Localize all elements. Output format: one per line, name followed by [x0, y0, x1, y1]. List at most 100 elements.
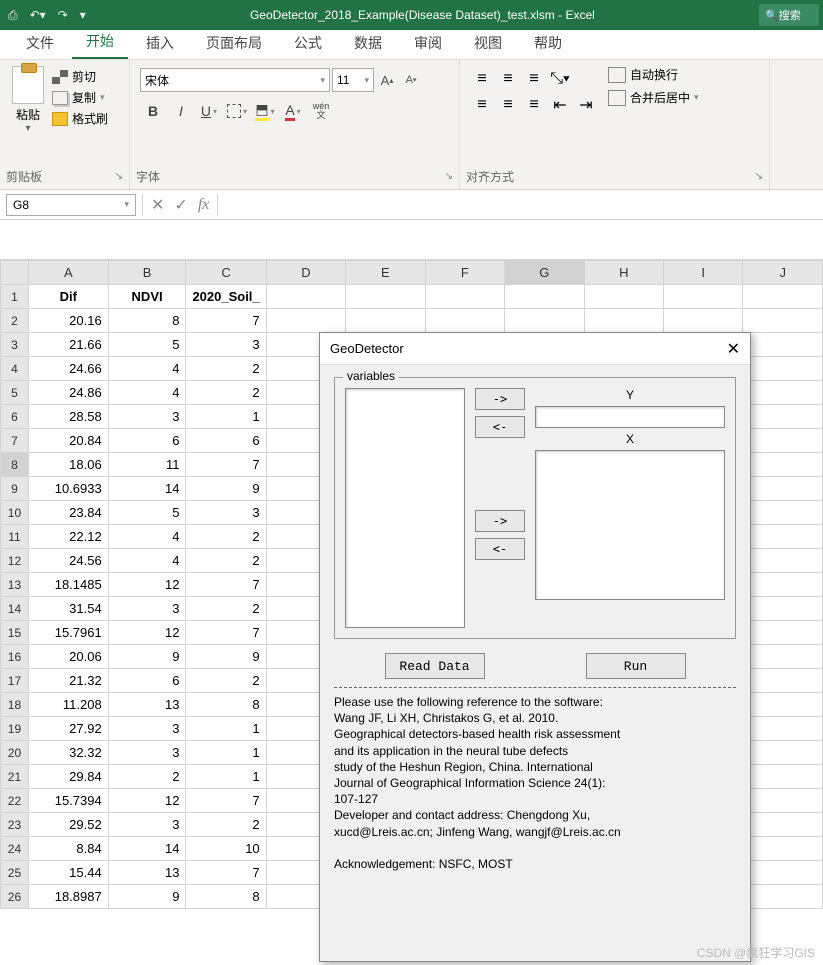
cell[interactable] — [743, 669, 823, 693]
read-data-button[interactable]: Read Data — [385, 653, 485, 679]
cancel-formula-icon[interactable]: ✕ — [151, 195, 164, 215]
cell[interactable] — [743, 837, 823, 861]
cell[interactable] — [505, 285, 584, 309]
row-header[interactable]: 23 — [1, 813, 29, 837]
cell[interactable] — [425, 309, 504, 333]
paste-dropdown-icon[interactable]: ▾ — [6, 123, 50, 134]
column-header[interactable]: E — [346, 261, 425, 285]
cell[interactable]: 5 — [108, 333, 186, 357]
cell[interactable]: 3 — [108, 717, 186, 741]
cell[interactable] — [743, 381, 823, 405]
cell[interactable]: 9 — [186, 477, 266, 501]
cell[interactable] — [743, 453, 823, 477]
cell[interactable]: 7 — [186, 789, 266, 813]
cell[interactable]: 3 — [108, 405, 186, 429]
cell[interactable]: 12 — [108, 573, 186, 597]
cell[interactable]: 31.54 — [28, 597, 108, 621]
select-all-corner[interactable] — [1, 261, 29, 285]
variables-listbox[interactable] — [345, 388, 465, 628]
row-header[interactable]: 13 — [1, 573, 29, 597]
cell[interactable]: 10.6933 — [28, 477, 108, 501]
cell[interactable] — [743, 501, 823, 525]
cell[interactable] — [425, 285, 504, 309]
align-center-button[interactable]: ≡ — [496, 94, 520, 116]
cell[interactable]: 20.84 — [28, 429, 108, 453]
row-header[interactable]: 16 — [1, 645, 29, 669]
row-header[interactable]: 1 — [1, 285, 29, 309]
cell[interactable]: 2 — [186, 669, 266, 693]
row-header[interactable]: 9 — [1, 477, 29, 501]
row-header[interactable]: 18 — [1, 693, 29, 717]
cell[interactable]: 10 — [186, 837, 266, 861]
redo-icon[interactable]: ↷ — [58, 8, 68, 22]
column-header[interactable]: J — [743, 261, 823, 285]
enter-formula-icon[interactable]: ✓ — [174, 195, 187, 215]
cell[interactable] — [664, 285, 743, 309]
align-dialog-launcher-icon[interactable]: ↘ — [755, 171, 763, 182]
cut-button[interactable]: 剪切 — [52, 68, 108, 85]
cell[interactable]: 24.56 — [28, 549, 108, 573]
cell[interactable]: 15.7394 — [28, 789, 108, 813]
row-header[interactable]: 14 — [1, 597, 29, 621]
tab-data[interactable]: 数据 — [340, 27, 396, 59]
cell[interactable] — [743, 621, 823, 645]
row-header[interactable]: 19 — [1, 717, 29, 741]
cell[interactable]: 28.58 — [28, 405, 108, 429]
cell[interactable]: 4 — [108, 381, 186, 405]
cell[interactable]: 7 — [186, 453, 266, 477]
align-middle-button[interactable]: ≡ — [496, 68, 520, 90]
cell[interactable]: 14 — [108, 477, 186, 501]
qat-dropdown-icon[interactable]: ▾ — [80, 8, 86, 22]
row-header[interactable]: 15 — [1, 621, 29, 645]
search-box[interactable]: 🔍 搜索 — [759, 4, 819, 26]
move-to-y-button[interactable]: -> — [475, 388, 525, 410]
tab-file[interactable]: 文件 — [12, 27, 68, 59]
merge-center-button[interactable]: 合并后居中▾ — [608, 89, 699, 106]
align-top-button[interactable]: ≡ — [470, 68, 494, 90]
formula-bar[interactable] — [217, 194, 823, 216]
tab-help[interactable]: 帮助 — [520, 27, 576, 59]
align-bottom-button[interactable]: ≡ — [522, 68, 546, 90]
cell[interactable] — [743, 405, 823, 429]
cell[interactable] — [664, 309, 743, 333]
font-size-selector[interactable]: 11▾ — [332, 68, 374, 92]
row-header[interactable]: 2 — [1, 309, 29, 333]
cell[interactable] — [743, 597, 823, 621]
cell[interactable]: 6 — [108, 429, 186, 453]
cell[interactable]: 3 — [108, 813, 186, 837]
bold-button[interactable]: B — [140, 98, 166, 124]
column-header[interactable]: C — [186, 261, 266, 285]
cell[interactable]: 4 — [108, 525, 186, 549]
cell[interactable] — [266, 309, 345, 333]
cell[interactable] — [743, 693, 823, 717]
cell[interactable] — [346, 285, 425, 309]
cell[interactable]: 27.92 — [28, 717, 108, 741]
shrink-font-button[interactable]: A▾ — [400, 69, 422, 91]
row-header[interactable]: 4 — [1, 357, 29, 381]
font-dialog-launcher-icon[interactable]: ↘ — [445, 171, 453, 182]
row-header[interactable]: 20 — [1, 741, 29, 765]
cell[interactable]: 24.86 — [28, 381, 108, 405]
cell[interactable]: 5 — [108, 501, 186, 525]
font-color-button[interactable]: A▾ — [280, 98, 306, 124]
undo-icon[interactable]: ↶▾ — [30, 8, 46, 22]
move-to-x-button[interactable]: -> — [475, 510, 525, 532]
cell[interactable]: 2 — [186, 813, 266, 837]
row-header[interactable]: 5 — [1, 381, 29, 405]
row-header[interactable]: 8 — [1, 453, 29, 477]
cell[interactable] — [743, 525, 823, 549]
row-header[interactable]: 10 — [1, 501, 29, 525]
cell[interactable]: 9 — [108, 885, 186, 909]
cell[interactable]: 11 — [108, 453, 186, 477]
cell[interactable]: 13 — [108, 693, 186, 717]
cell[interactable]: 18.1485 — [28, 573, 108, 597]
orientation-button[interactable]: ⤡▾ — [548, 68, 572, 90]
tab-insert[interactable]: 插入 — [132, 27, 188, 59]
align-left-button[interactable]: ≡ — [470, 94, 494, 116]
cell[interactable] — [743, 333, 823, 357]
cell[interactable]: 15.7961 — [28, 621, 108, 645]
cell[interactable]: 18.06 — [28, 453, 108, 477]
cell[interactable]: 2 — [186, 525, 266, 549]
paste-button[interactable]: 粘贴 ▾ — [6, 64, 50, 134]
increase-indent-button[interactable]: ⇥ — [574, 94, 598, 116]
